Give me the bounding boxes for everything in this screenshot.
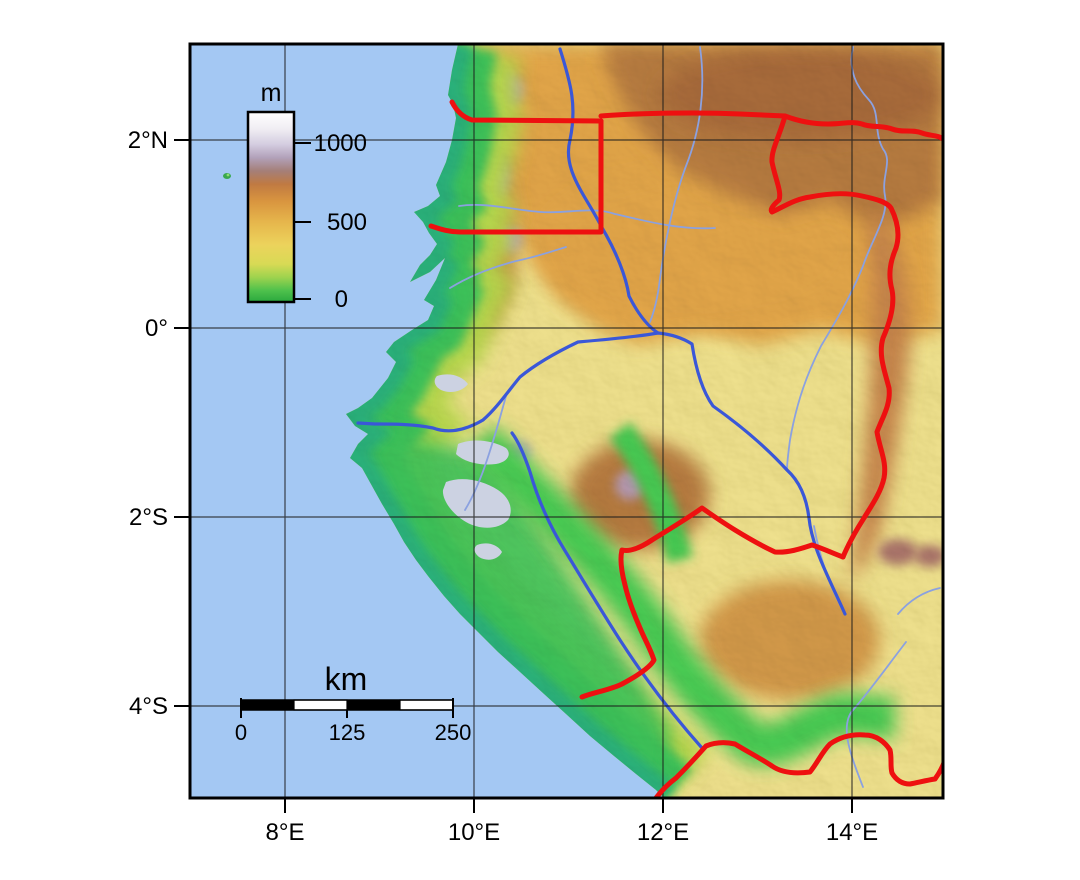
lakes xyxy=(434,374,511,560)
map-frame xyxy=(188,42,945,800)
scale-segment xyxy=(347,700,400,710)
longitude-label: 12°E xyxy=(637,819,689,846)
latitude-label: 4°S xyxy=(129,693,168,720)
scale-ticks xyxy=(240,698,454,718)
latitude-label: 2°N xyxy=(128,127,168,154)
border-congo-east xyxy=(768,113,901,560)
river-ogooue xyxy=(356,331,847,616)
border-congo-south-inner xyxy=(579,505,846,700)
legend-tick-label: 500 xyxy=(327,209,367,236)
legend-tick-label: 0 xyxy=(335,286,348,313)
latitude-label: 0° xyxy=(145,315,168,342)
longitude-label: 8°E xyxy=(266,819,305,846)
scale-bar: km 0 125 250 xyxy=(235,661,471,745)
lake xyxy=(434,374,468,392)
latitude-labels: 2°N 0° 2°S 4°S xyxy=(128,127,168,720)
scale-tick-label: 250 xyxy=(435,720,472,745)
border-equatorial-guinea-east-south xyxy=(428,118,604,235)
graticule xyxy=(190,44,943,798)
axis-ticks xyxy=(174,139,853,813)
river-nyanga xyxy=(845,641,907,788)
border-congo-south-outer xyxy=(653,732,943,798)
longitude-label: 14°E xyxy=(826,819,878,846)
river-delta-branch xyxy=(464,395,507,511)
scale-segment xyxy=(241,700,294,710)
scale-tick-label: 0 xyxy=(235,720,247,745)
country-borders xyxy=(428,99,943,798)
river-ne-tributary xyxy=(786,46,888,471)
legend-tick-label: 1000 xyxy=(314,130,367,157)
scale-segment xyxy=(399,699,454,711)
longitude-label: 10°E xyxy=(448,819,500,846)
river-komo xyxy=(449,246,567,289)
lake xyxy=(474,543,502,560)
scale-segment xyxy=(293,699,348,711)
lake xyxy=(442,479,511,528)
longitude-labels: 8°E 10°E 12°E 14°E xyxy=(266,819,879,846)
scale-bar-unit-label: km xyxy=(325,661,368,697)
legend-colorbar xyxy=(246,110,296,304)
legend-unit-label: m xyxy=(261,79,282,107)
border-equatorial-guinea-north xyxy=(449,99,604,124)
scale-tick-label: 125 xyxy=(329,720,366,745)
latitude-label: 2°S xyxy=(129,504,168,531)
legend-ticks xyxy=(294,142,311,300)
island xyxy=(223,173,231,179)
river-ngounie xyxy=(510,431,704,750)
lake xyxy=(456,440,509,465)
border-cameroon xyxy=(598,110,943,142)
river-east-tributary xyxy=(897,587,941,615)
elevation-legend: m 1000 500 0 xyxy=(246,79,367,313)
river-north-tributary xyxy=(649,46,704,323)
